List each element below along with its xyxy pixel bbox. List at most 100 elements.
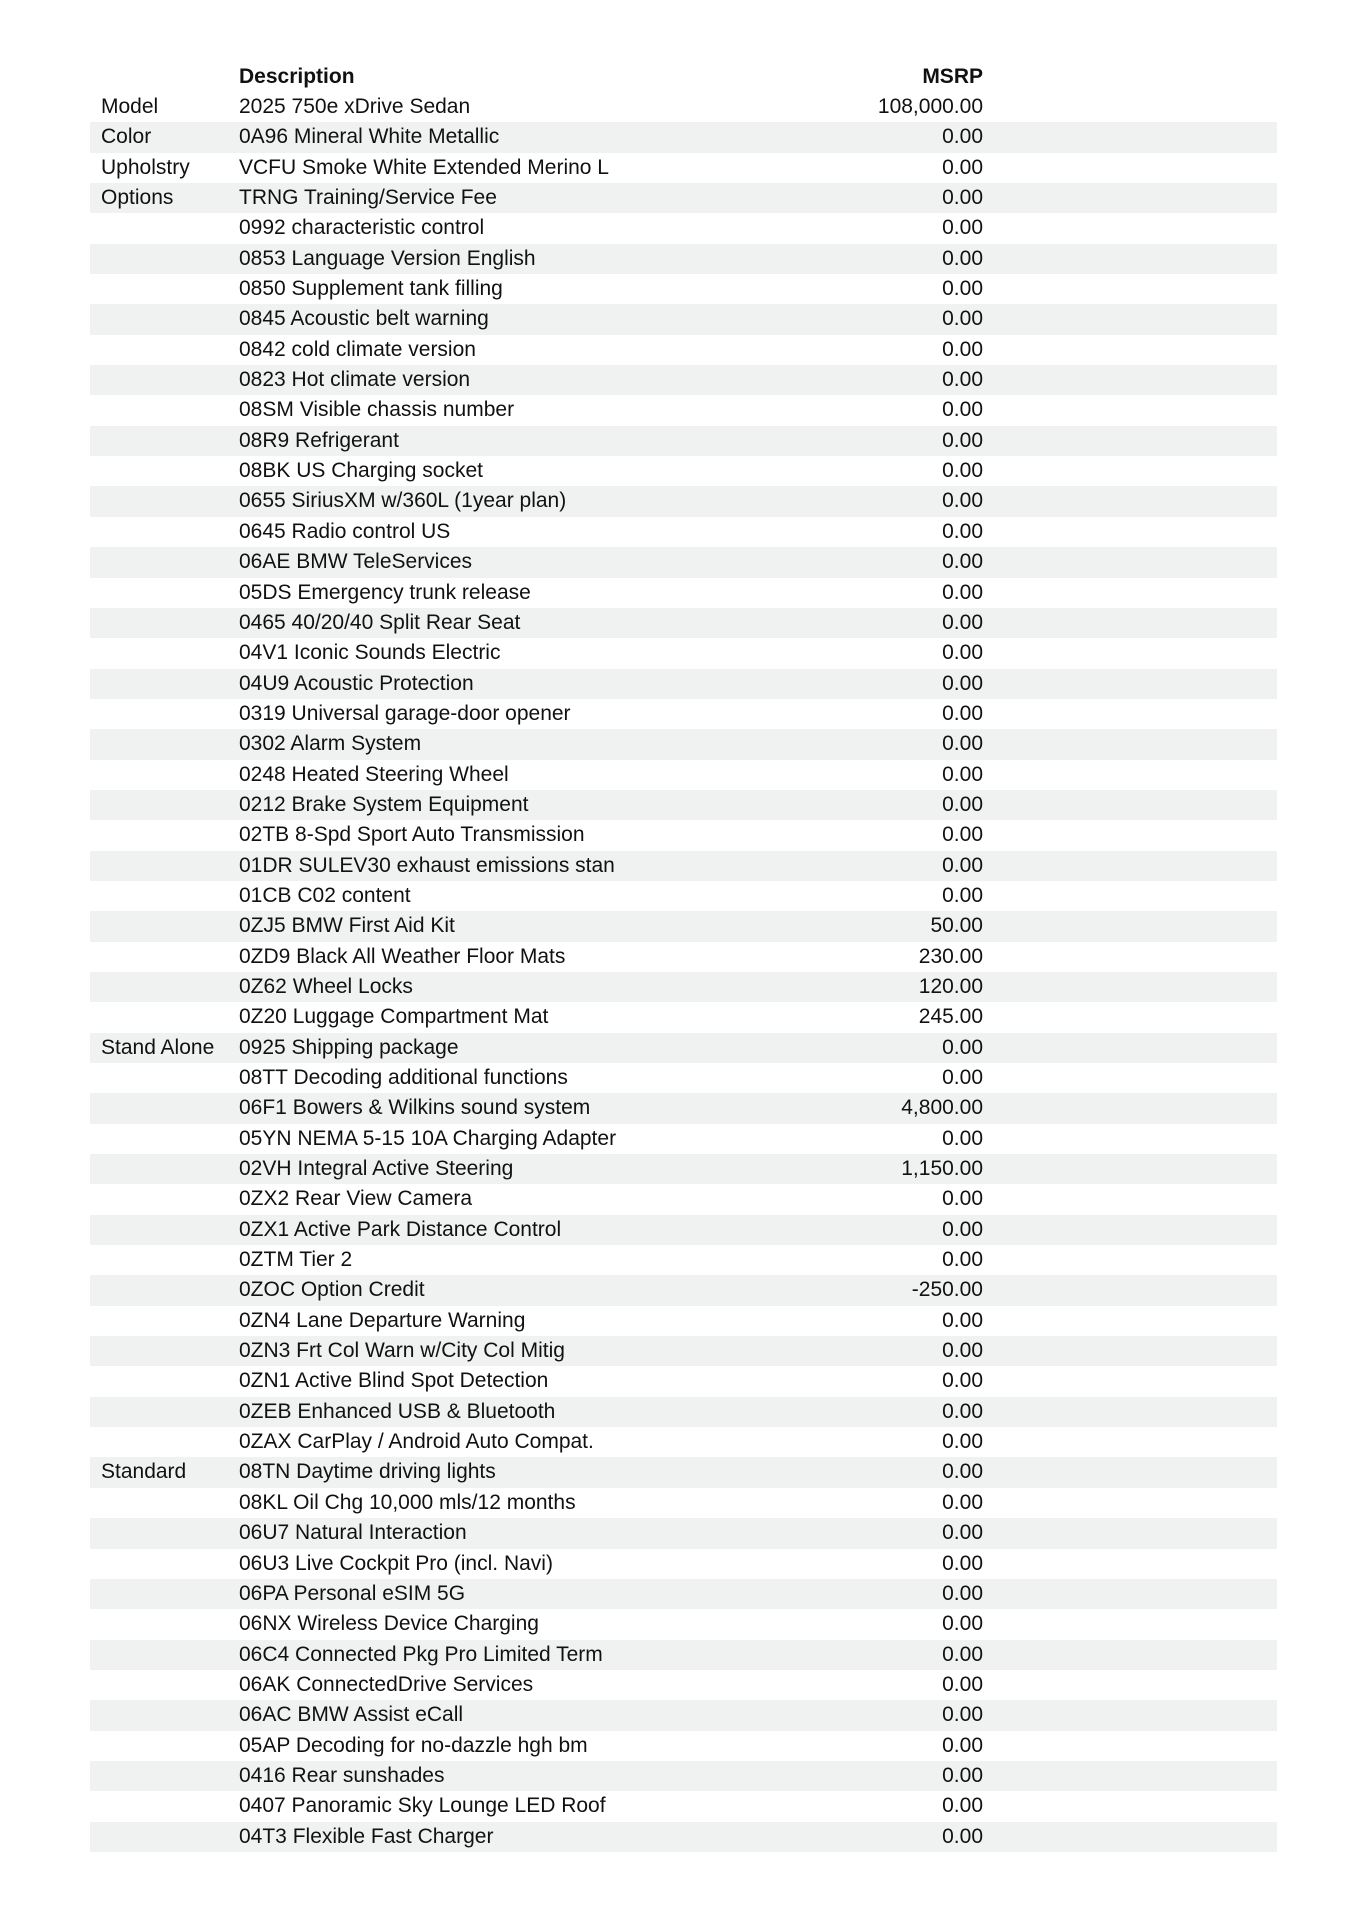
table-row: 0319 Universal garage-door opener 0.00: [90, 699, 1277, 729]
table-row: 05DS Emergency trunk release 0.00: [90, 578, 1277, 608]
table-row: 0ZOC Option Credit -250.00: [90, 1275, 1277, 1306]
row-msrp: 0.00: [942, 1521, 983, 1545]
table-row: 0655 SiriusXM w/360L (1year plan) 0.00: [90, 486, 1277, 517]
table-row: 01CB C02 content 0.00: [90, 881, 1277, 911]
table-row: 0248 Heated Steering Wheel 0.00: [90, 760, 1277, 790]
table-row: 0ZX2 Rear View Camera 0.00: [90, 1184, 1277, 1214]
table-row: 01DR SULEV30 exhaust emissions stan 0.00: [90, 850, 1277, 881]
row-msrp: 0.00: [942, 277, 983, 301]
table-row: 05YN NEMA 5-15 10A Charging Adapter 0.00: [90, 1124, 1277, 1154]
table-row: 0ZJ5 BMW First Aid Kit 50.00: [90, 911, 1277, 942]
table-row: 0407 Panoramic Sky Lounge LED Roof 0.00: [90, 1791, 1277, 1821]
row-description: 08R9 Refrigerant: [239, 428, 399, 452]
row-description: 0465 40/20/40 Split Rear Seat: [239, 610, 521, 634]
row-description: 0319 Universal garage-door opener: [239, 701, 571, 725]
row-description: 01DR SULEV30 exhaust emissions stan: [239, 853, 615, 877]
row-description: 2025 750e xDrive Sedan: [239, 95, 471, 118]
row-msrp: 0.00: [942, 428, 983, 452]
table-row: 0845 Acoustic belt warning 0.00: [90, 304, 1277, 335]
table-row: 04T3 Flexible Fast Charger 0.00: [90, 1821, 1277, 1852]
row-description: 0ZN1 Active Blind Spot Detection: [239, 1369, 549, 1393]
row-description: 0655 SiriusXM w/360L (1year plan): [239, 489, 567, 513]
row-description: 06U3 Live Cockpit Pro (incl. Navi): [239, 1551, 553, 1575]
table-row: Standard 08TN Daytime driving lights 0.00: [90, 1457, 1277, 1488]
table-row: 06PA Personal eSIM 5G 0.00: [90, 1578, 1277, 1610]
row-description: 0645 Radio control US: [239, 519, 451, 543]
table-row: 0302 Alarm System 0.00: [90, 729, 1277, 760]
row-msrp: 0.00: [942, 1217, 983, 1241]
msrp-column-header: MSRP: [922, 65, 983, 88]
row-description: 06AC BMW Assist eCall: [239, 1703, 464, 1727]
row-description: 0416 Rear sunshades: [239, 1763, 445, 1787]
row-msrp: 245.00: [918, 1005, 983, 1029]
row-msrp: -250.00: [911, 1278, 983, 1302]
row-msrp: 0.00: [942, 125, 983, 149]
row-msrp: 0.00: [942, 1126, 983, 1150]
row-description: 0992 characteristic control: [239, 216, 485, 240]
row-msrp: 0.00: [942, 216, 983, 240]
row-msrp: 0.00: [942, 1733, 983, 1757]
row-description: 0212 Brake System Equipment: [239, 792, 529, 816]
row-description: 06AE BMW TeleServices: [239, 550, 473, 574]
row-description: 0845 Acoustic belt warning: [239, 307, 489, 331]
row-description: 06F1 Bowers & Wilkins sound system: [239, 1096, 591, 1120]
table-row: 08KL Oil Chg 10,000 mls/12 months 0.00: [90, 1488, 1277, 1518]
row-msrp: 0.00: [942, 1369, 983, 1393]
row-msrp: 0.00: [942, 489, 983, 513]
table-row: Upholstry VCFU Smoke White Extended Merin…: [90, 153, 1277, 183]
table-row: 0ZN4 Lane Departure Warning 0.00: [90, 1306, 1277, 1336]
row-category: Stand Alone: [101, 1035, 215, 1059]
table-row: 04U9 Acoustic Protection 0.00: [90, 668, 1277, 699]
row-description: 06NX Wireless Device Charging: [239, 1612, 539, 1636]
table-row: 06U7 Natural Interaction 0.00: [90, 1518, 1277, 1549]
row-msrp: 4,800.00: [901, 1096, 983, 1120]
row-description: 06U7 Natural Interaction: [239, 1521, 467, 1545]
description-column-header: Description: [239, 65, 355, 88]
row-msrp: 0.00: [942, 1551, 983, 1575]
table-row: 05AP Decoding for no-dazzle hgh bm 0.00: [90, 1731, 1277, 1761]
row-description: 0ZJ5 BMW First Aid Kit: [239, 914, 455, 938]
row-msrp: 0.00: [942, 762, 983, 786]
table-row: 06AK ConnectedDrive Services 0.00: [90, 1670, 1277, 1700]
row-msrp: 0.00: [942, 398, 983, 422]
row-description: 06C4 Connected Pkg Pro Limited Term: [239, 1642, 603, 1666]
row-description: 0853 Language Version English: [239, 246, 536, 270]
row-description: 0ZAX CarPlay / Android Auto Compat.: [239, 1430, 594, 1454]
row-category: Upholstry: [101, 155, 190, 179]
row-msrp: 0.00: [942, 1612, 983, 1636]
row-description: 05AP Decoding for no-dazzle hgh bm: [239, 1733, 588, 1757]
row-description: 05YN NEMA 5-15 10A Charging Adapter: [239, 1126, 617, 1150]
table-row: 0Z20 Luggage Compartment Mat 245.00: [90, 1002, 1277, 1032]
row-msrp: 0.00: [942, 368, 983, 392]
row-msrp: 0.00: [942, 701, 983, 725]
row-description: 0823 Hot climate version: [239, 368, 471, 392]
row-description: VCFU Smoke White Extended Merino L: [239, 155, 609, 179]
row-msrp: 0.00: [942, 1642, 983, 1666]
table-row: 0ZN3 Frt Col Warn w/City Col Mitig 0.00: [90, 1336, 1277, 1367]
table-row: 0850 Supplement tank filling 0.00: [90, 274, 1277, 304]
row-description: TRNG Training/Service Fee: [239, 186, 497, 210]
row-description: 0925 Shipping package: [239, 1035, 459, 1059]
row-msrp: 0.00: [942, 853, 983, 877]
row-description: 0407 Panoramic Sky Lounge LED Roof: [239, 1794, 606, 1818]
row-msrp: 0.00: [942, 1763, 983, 1787]
table-row: 06C4 Connected Pkg Pro Limited Term 0.00: [90, 1639, 1277, 1670]
row-description: 0850 Supplement tank filling: [239, 277, 503, 301]
table-row: Color 0A96 Mineral White Metallic 0.00: [90, 122, 1277, 153]
row-msrp: 0.00: [942, 1187, 983, 1211]
table-row: 0Z62 Wheel Locks 120.00: [90, 971, 1277, 1003]
table-row: 06U3 Live Cockpit Pro (incl. Navi) 0.00: [90, 1549, 1277, 1579]
row-msrp: 0.00: [942, 1339, 983, 1363]
row-description: 01CB C02 content: [239, 883, 411, 907]
table-row: 0992 characteristic control 0.00: [90, 213, 1277, 243]
row-description: 08KL Oil Chg 10,000 mls/12 months: [239, 1490, 576, 1514]
row-description: 0Z62 Wheel Locks: [239, 974, 413, 998]
row-msrp: 0.00: [942, 1430, 983, 1454]
row-description: 0248 Heated Steering Wheel: [239, 762, 509, 786]
table-row: 0823 Hot climate version 0.00: [90, 365, 1277, 396]
row-msrp: 0.00: [942, 792, 983, 816]
row-msrp: 0.00: [942, 1824, 983, 1848]
table-row: 08TT Decoding additional functions 0.00: [90, 1063, 1277, 1093]
row-msrp: 0.00: [942, 1581, 983, 1605]
row-description: 04T3 Flexible Fast Charger: [239, 1824, 494, 1848]
